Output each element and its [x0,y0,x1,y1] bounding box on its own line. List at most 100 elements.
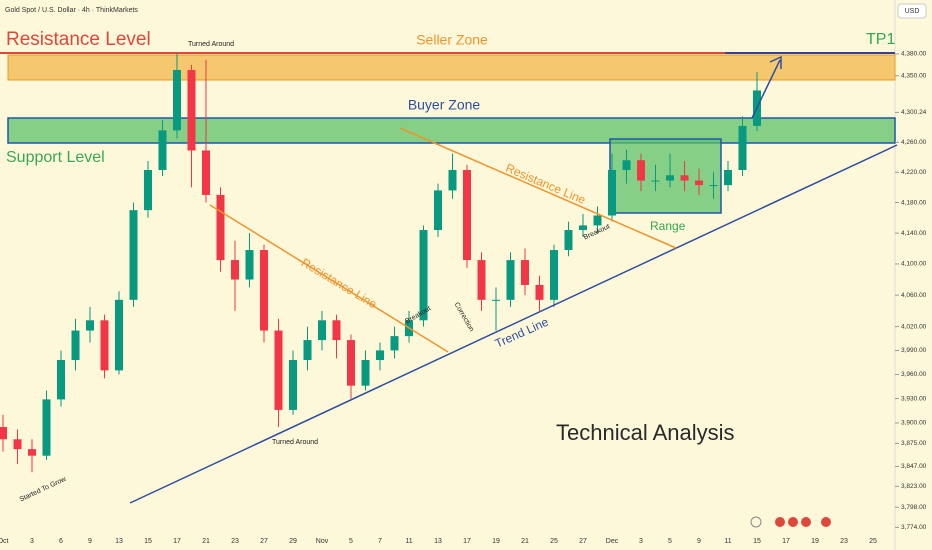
x-tick-label: 17 [463,538,471,545]
y-tick-label: 3,774.00 [901,524,927,531]
price-axis-bg [895,0,932,550]
x-tick-label: 13 [434,538,442,545]
x-tick-label: 27 [579,538,587,545]
candle-body [477,260,486,300]
resistance-line-label: Resistance Line [299,255,380,311]
candle-body [419,230,428,321]
candle-body [535,284,544,300]
candle-body [521,260,529,285]
y-tick-label: 4,300.24 [901,109,927,116]
x-tick-label: 25 [550,538,558,545]
candle-body [274,330,283,410]
currency-label: USD [905,8,920,15]
candle-body [564,230,573,251]
candle-body [129,210,138,300]
candle-body [622,160,631,171]
y-tick-label: 4,380.00 [901,51,927,58]
candle-body [158,130,167,171]
turned-around-label: Turned Around [272,439,318,446]
y-tick-label: 4,100.00 [901,261,927,268]
y-tick-label: 4,350.00 [901,73,927,80]
candle-body [550,250,558,300]
seller-zone-label: Seller Zone [416,32,488,48]
trend-line [129,144,898,504]
candle-body [448,170,457,191]
x-tick-label: 6 [59,538,63,545]
seller-zone [7,54,896,81]
x-tick-label: Dec [606,538,619,545]
resistance-line [209,204,449,353]
x-tick-label: 3 [639,538,643,545]
candle-body [216,194,225,261]
candle-body [593,215,602,226]
started-to-grow-label: Started To Grow [19,475,69,503]
candle-body [86,320,94,331]
correction-label: Correction [453,301,475,333]
tp1-label: TP1 [866,31,895,48]
candle-body [579,225,587,231]
y-tick-label: 4,180.00 [901,199,927,206]
y-tick-label: 3,875.00 [901,440,927,447]
candle-body [303,340,312,360]
resistance-level-label: Resistance Level [6,29,151,50]
x-tick-label: Nov [316,538,329,545]
candle-body [187,69,196,151]
candle-body [144,170,152,211]
candle-body [695,180,703,186]
candle-body [709,185,718,187]
candle-body [231,260,239,280]
candle-body [28,449,36,456]
support-level-label: Support Level [6,149,105,166]
candle-body [260,250,268,331]
x-tick-label: 17 [173,538,181,545]
range-box [609,138,722,214]
x-tick-label: 23 [231,538,239,545]
candle-body [637,160,645,181]
candle-body [390,336,399,351]
candle-body [361,359,370,386]
x-tick-label: 17 [782,538,790,545]
y-tick-label: 3,798.00 [901,504,927,511]
candle-body [680,175,689,181]
candle-body [289,359,297,410]
y-tick-label: 3,900.00 [901,420,927,427]
candle-body [608,170,616,216]
candle-body [434,190,442,231]
y-tick-label: 4,260.00 [901,139,927,146]
candle-body [173,69,181,131]
x-tick-label: 27 [260,538,268,545]
target-arrow [751,55,782,119]
y-tick-label: 3,990.00 [901,347,927,354]
candle-body [245,250,254,280]
y-tick-label: 4,020.00 [901,323,927,330]
candle-body [0,427,7,440]
x-tick-label: 5 [668,538,672,545]
x-tick-label: 23 [840,538,848,545]
candle-body [100,320,109,371]
candle-body [347,340,355,386]
y-tick-label: 4,140.00 [901,230,927,237]
candle-body [57,359,65,400]
candle-body [202,150,210,195]
x-tick-label: 21 [521,538,529,545]
resistance-line-label: Resistance Line [504,161,588,207]
x-tick-label: 7 [378,538,382,545]
event-icons [750,516,831,528]
technical-analysis-label: Technical Analysis [556,420,735,445]
resistance-line [399,127,677,249]
candle-body [318,320,326,341]
x-tick-label: 9 [697,538,701,545]
x-tick-label: 9 [88,538,92,545]
candle-body [376,350,384,360]
candle-body [738,125,747,171]
x-tick-label: 15 [144,538,152,545]
y-tick-label: 4,220.00 [901,169,927,176]
y-tick-label: 4,060.00 [901,292,927,299]
y-tick-label: 3,960.00 [901,371,927,378]
currency-box [897,3,927,19]
range-label: Range [650,219,686,233]
candle-body [71,330,80,360]
x-tick-label: 29 [289,538,297,545]
y-tick-label: 3,823.00 [901,483,927,490]
